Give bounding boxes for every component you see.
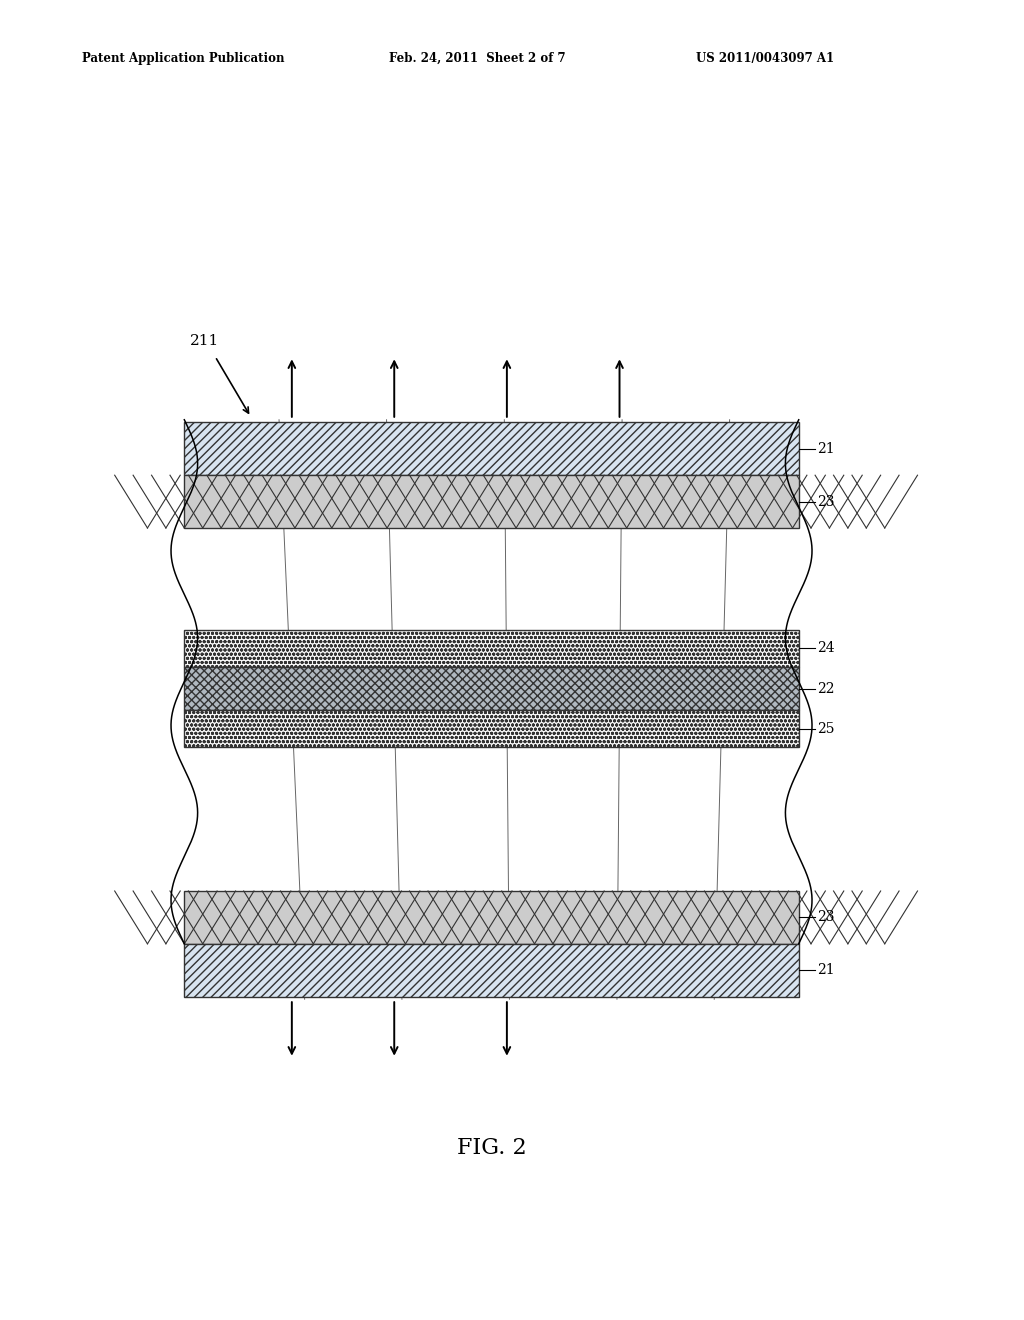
Text: 24: 24: [817, 642, 835, 655]
Text: 21: 21: [817, 442, 835, 455]
Bar: [184, 944, 799, 997]
Text: US 2011/0043097 A1: US 2011/0043097 A1: [696, 51, 835, 65]
Text: 25: 25: [817, 722, 835, 735]
Text: 23: 23: [817, 911, 835, 924]
Bar: [184, 630, 799, 667]
Text: 211: 211: [189, 334, 219, 347]
Bar: [184, 422, 799, 475]
Text: 23: 23: [817, 495, 835, 508]
Bar: [184, 891, 799, 944]
Text: Patent Application Publication: Patent Application Publication: [82, 51, 285, 65]
Bar: [184, 667, 799, 710]
Text: FIG. 2: FIG. 2: [457, 1138, 526, 1159]
Text: 21: 21: [817, 964, 835, 977]
Text: 22: 22: [817, 682, 835, 696]
Bar: [184, 475, 799, 528]
Bar: [184, 710, 799, 747]
Text: Feb. 24, 2011  Sheet 2 of 7: Feb. 24, 2011 Sheet 2 of 7: [389, 51, 565, 65]
